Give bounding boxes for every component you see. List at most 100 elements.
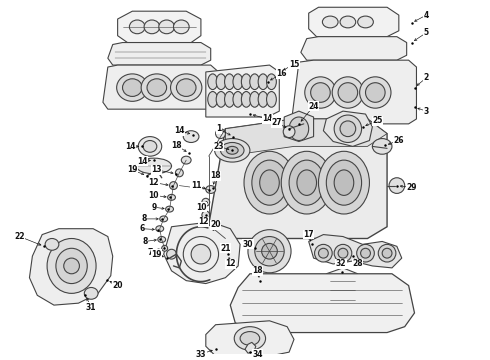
Ellipse shape	[262, 243, 277, 259]
Text: 12: 12	[148, 178, 159, 187]
Ellipse shape	[334, 170, 354, 195]
Polygon shape	[245, 342, 256, 353]
Ellipse shape	[250, 74, 260, 90]
Ellipse shape	[340, 16, 356, 28]
Text: 3: 3	[424, 107, 429, 116]
Ellipse shape	[226, 147, 238, 154]
Text: 29: 29	[406, 183, 417, 192]
Ellipse shape	[250, 91, 260, 107]
Ellipse shape	[170, 182, 177, 189]
Ellipse shape	[224, 91, 234, 107]
Text: 14: 14	[125, 142, 136, 151]
Ellipse shape	[233, 74, 243, 90]
Ellipse shape	[360, 77, 391, 108]
Ellipse shape	[255, 237, 284, 266]
Ellipse shape	[216, 74, 226, 90]
Ellipse shape	[191, 244, 211, 264]
Polygon shape	[309, 235, 402, 268]
Ellipse shape	[64, 258, 79, 274]
Text: 26: 26	[393, 136, 404, 145]
Ellipse shape	[158, 237, 166, 242]
Polygon shape	[284, 111, 314, 141]
Text: 20: 20	[112, 281, 123, 290]
Ellipse shape	[332, 77, 364, 108]
Ellipse shape	[176, 79, 196, 96]
Ellipse shape	[175, 169, 183, 177]
Ellipse shape	[47, 238, 96, 293]
Ellipse shape	[332, 276, 352, 299]
Ellipse shape	[136, 158, 171, 174]
Text: 10: 10	[196, 203, 206, 212]
Ellipse shape	[156, 226, 164, 231]
Ellipse shape	[318, 151, 369, 214]
Text: 8: 8	[142, 215, 147, 224]
Ellipse shape	[138, 136, 162, 156]
Text: 6: 6	[140, 224, 145, 233]
Ellipse shape	[322, 16, 338, 28]
Polygon shape	[225, 119, 387, 156]
Ellipse shape	[267, 74, 276, 90]
Polygon shape	[323, 111, 372, 147]
Ellipse shape	[305, 77, 336, 108]
Text: 9: 9	[151, 203, 156, 212]
Text: 14: 14	[137, 157, 147, 166]
Ellipse shape	[361, 248, 370, 258]
Ellipse shape	[389, 178, 405, 193]
Text: 23: 23	[213, 142, 224, 151]
Ellipse shape	[181, 156, 191, 164]
Ellipse shape	[162, 246, 168, 251]
Text: 31: 31	[86, 303, 97, 312]
Ellipse shape	[84, 288, 98, 299]
Ellipse shape	[215, 139, 250, 162]
Text: 13: 13	[151, 165, 162, 174]
Ellipse shape	[248, 230, 291, 273]
Text: 8: 8	[143, 237, 148, 246]
Ellipse shape	[338, 248, 348, 258]
Ellipse shape	[129, 20, 145, 34]
Ellipse shape	[358, 16, 373, 28]
Ellipse shape	[338, 83, 358, 102]
Text: 12: 12	[225, 260, 236, 269]
Ellipse shape	[281, 151, 332, 214]
Ellipse shape	[318, 248, 328, 258]
Ellipse shape	[315, 244, 332, 262]
Ellipse shape	[244, 151, 295, 214]
Text: 25: 25	[372, 116, 383, 125]
Ellipse shape	[168, 194, 175, 200]
Text: 20: 20	[210, 220, 221, 229]
Ellipse shape	[366, 83, 385, 102]
Polygon shape	[206, 321, 294, 356]
Ellipse shape	[220, 143, 244, 158]
Ellipse shape	[147, 79, 167, 96]
Polygon shape	[103, 65, 219, 109]
Ellipse shape	[267, 91, 276, 107]
Ellipse shape	[258, 74, 268, 90]
Ellipse shape	[166, 206, 173, 212]
Ellipse shape	[378, 244, 396, 262]
Polygon shape	[230, 274, 415, 333]
Ellipse shape	[202, 198, 210, 206]
Ellipse shape	[357, 244, 374, 262]
Ellipse shape	[143, 140, 157, 152]
Text: 24: 24	[308, 102, 319, 111]
Ellipse shape	[242, 74, 251, 90]
Polygon shape	[206, 65, 279, 117]
Polygon shape	[292, 60, 416, 124]
Text: 19: 19	[151, 250, 162, 259]
Text: 27: 27	[271, 118, 282, 127]
Text: 5: 5	[424, 28, 429, 37]
Ellipse shape	[297, 170, 317, 195]
Ellipse shape	[216, 129, 225, 139]
Ellipse shape	[159, 20, 174, 34]
Text: 4: 4	[424, 10, 429, 19]
Ellipse shape	[122, 79, 142, 96]
Text: 2: 2	[424, 73, 429, 82]
Ellipse shape	[56, 248, 87, 284]
Ellipse shape	[173, 20, 189, 34]
Ellipse shape	[283, 126, 295, 138]
Ellipse shape	[224, 74, 234, 90]
Ellipse shape	[258, 91, 268, 107]
Text: 21: 21	[220, 244, 231, 253]
Ellipse shape	[216, 91, 226, 107]
Ellipse shape	[171, 74, 202, 101]
